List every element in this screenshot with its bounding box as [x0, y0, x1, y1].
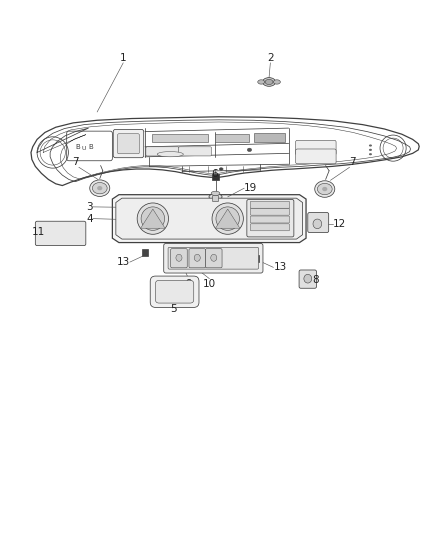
- FancyBboxPatch shape: [215, 134, 250, 142]
- Text: 13: 13: [117, 257, 130, 267]
- Polygon shape: [113, 195, 306, 243]
- Ellipse shape: [262, 78, 276, 86]
- Ellipse shape: [304, 274, 312, 283]
- FancyBboxPatch shape: [205, 249, 222, 268]
- FancyBboxPatch shape: [179, 147, 212, 156]
- Text: 1: 1: [120, 53, 127, 63]
- Ellipse shape: [322, 187, 327, 191]
- FancyBboxPatch shape: [117, 134, 139, 154]
- Polygon shape: [31, 117, 419, 185]
- Ellipse shape: [141, 207, 165, 230]
- FancyBboxPatch shape: [35, 221, 86, 246]
- Ellipse shape: [211, 191, 220, 196]
- Ellipse shape: [315, 181, 335, 197]
- FancyBboxPatch shape: [212, 174, 219, 180]
- Ellipse shape: [157, 151, 184, 157]
- Ellipse shape: [369, 144, 372, 147]
- FancyBboxPatch shape: [146, 147, 179, 156]
- Text: 3: 3: [86, 202, 93, 212]
- Polygon shape: [141, 209, 165, 228]
- FancyBboxPatch shape: [296, 140, 336, 155]
- FancyBboxPatch shape: [296, 149, 336, 164]
- Ellipse shape: [265, 79, 273, 85]
- Text: 12: 12: [333, 219, 346, 229]
- FancyBboxPatch shape: [254, 133, 285, 142]
- Text: 9: 9: [185, 279, 192, 289]
- Text: 11: 11: [32, 227, 45, 237]
- Text: 6: 6: [212, 169, 218, 179]
- FancyBboxPatch shape: [150, 276, 199, 308]
- FancyBboxPatch shape: [247, 199, 294, 237]
- Text: 7: 7: [350, 157, 356, 167]
- Ellipse shape: [137, 203, 169, 235]
- Ellipse shape: [92, 182, 107, 194]
- FancyBboxPatch shape: [299, 270, 317, 288]
- Ellipse shape: [318, 183, 332, 195]
- FancyBboxPatch shape: [168, 247, 258, 269]
- Text: 2: 2: [267, 53, 274, 63]
- FancyBboxPatch shape: [189, 249, 205, 268]
- FancyBboxPatch shape: [251, 208, 290, 215]
- Polygon shape: [116, 198, 303, 239]
- Text: 7: 7: [72, 157, 79, 167]
- FancyBboxPatch shape: [251, 216, 290, 223]
- FancyBboxPatch shape: [113, 130, 144, 158]
- Ellipse shape: [216, 207, 240, 230]
- Ellipse shape: [97, 186, 102, 190]
- FancyBboxPatch shape: [141, 249, 148, 256]
- Text: B: B: [75, 144, 80, 150]
- Ellipse shape: [369, 153, 372, 155]
- Ellipse shape: [211, 254, 217, 261]
- Ellipse shape: [258, 80, 265, 84]
- FancyBboxPatch shape: [155, 280, 194, 303]
- FancyBboxPatch shape: [212, 196, 219, 201]
- Ellipse shape: [209, 194, 222, 200]
- Ellipse shape: [90, 180, 110, 197]
- Polygon shape: [215, 209, 240, 228]
- Text: 5: 5: [170, 304, 177, 314]
- FancyBboxPatch shape: [152, 134, 208, 142]
- Ellipse shape: [369, 149, 372, 151]
- Text: 4: 4: [86, 214, 93, 224]
- Text: 10: 10: [203, 279, 216, 289]
- Text: 19: 19: [244, 183, 258, 193]
- FancyBboxPatch shape: [308, 213, 328, 232]
- Ellipse shape: [194, 254, 200, 261]
- FancyBboxPatch shape: [253, 255, 259, 262]
- FancyBboxPatch shape: [171, 249, 187, 268]
- FancyBboxPatch shape: [251, 201, 290, 208]
- Text: 13: 13: [273, 262, 286, 272]
- FancyBboxPatch shape: [251, 224, 290, 231]
- Text: B: B: [88, 144, 93, 150]
- Ellipse shape: [273, 80, 280, 84]
- Ellipse shape: [219, 168, 223, 171]
- Text: 8: 8: [313, 274, 319, 285]
- Ellipse shape: [313, 219, 322, 229]
- Ellipse shape: [247, 148, 252, 151]
- Text: U: U: [82, 146, 86, 151]
- Ellipse shape: [176, 254, 182, 261]
- Ellipse shape: [212, 203, 244, 235]
- FancyBboxPatch shape: [164, 244, 263, 273]
